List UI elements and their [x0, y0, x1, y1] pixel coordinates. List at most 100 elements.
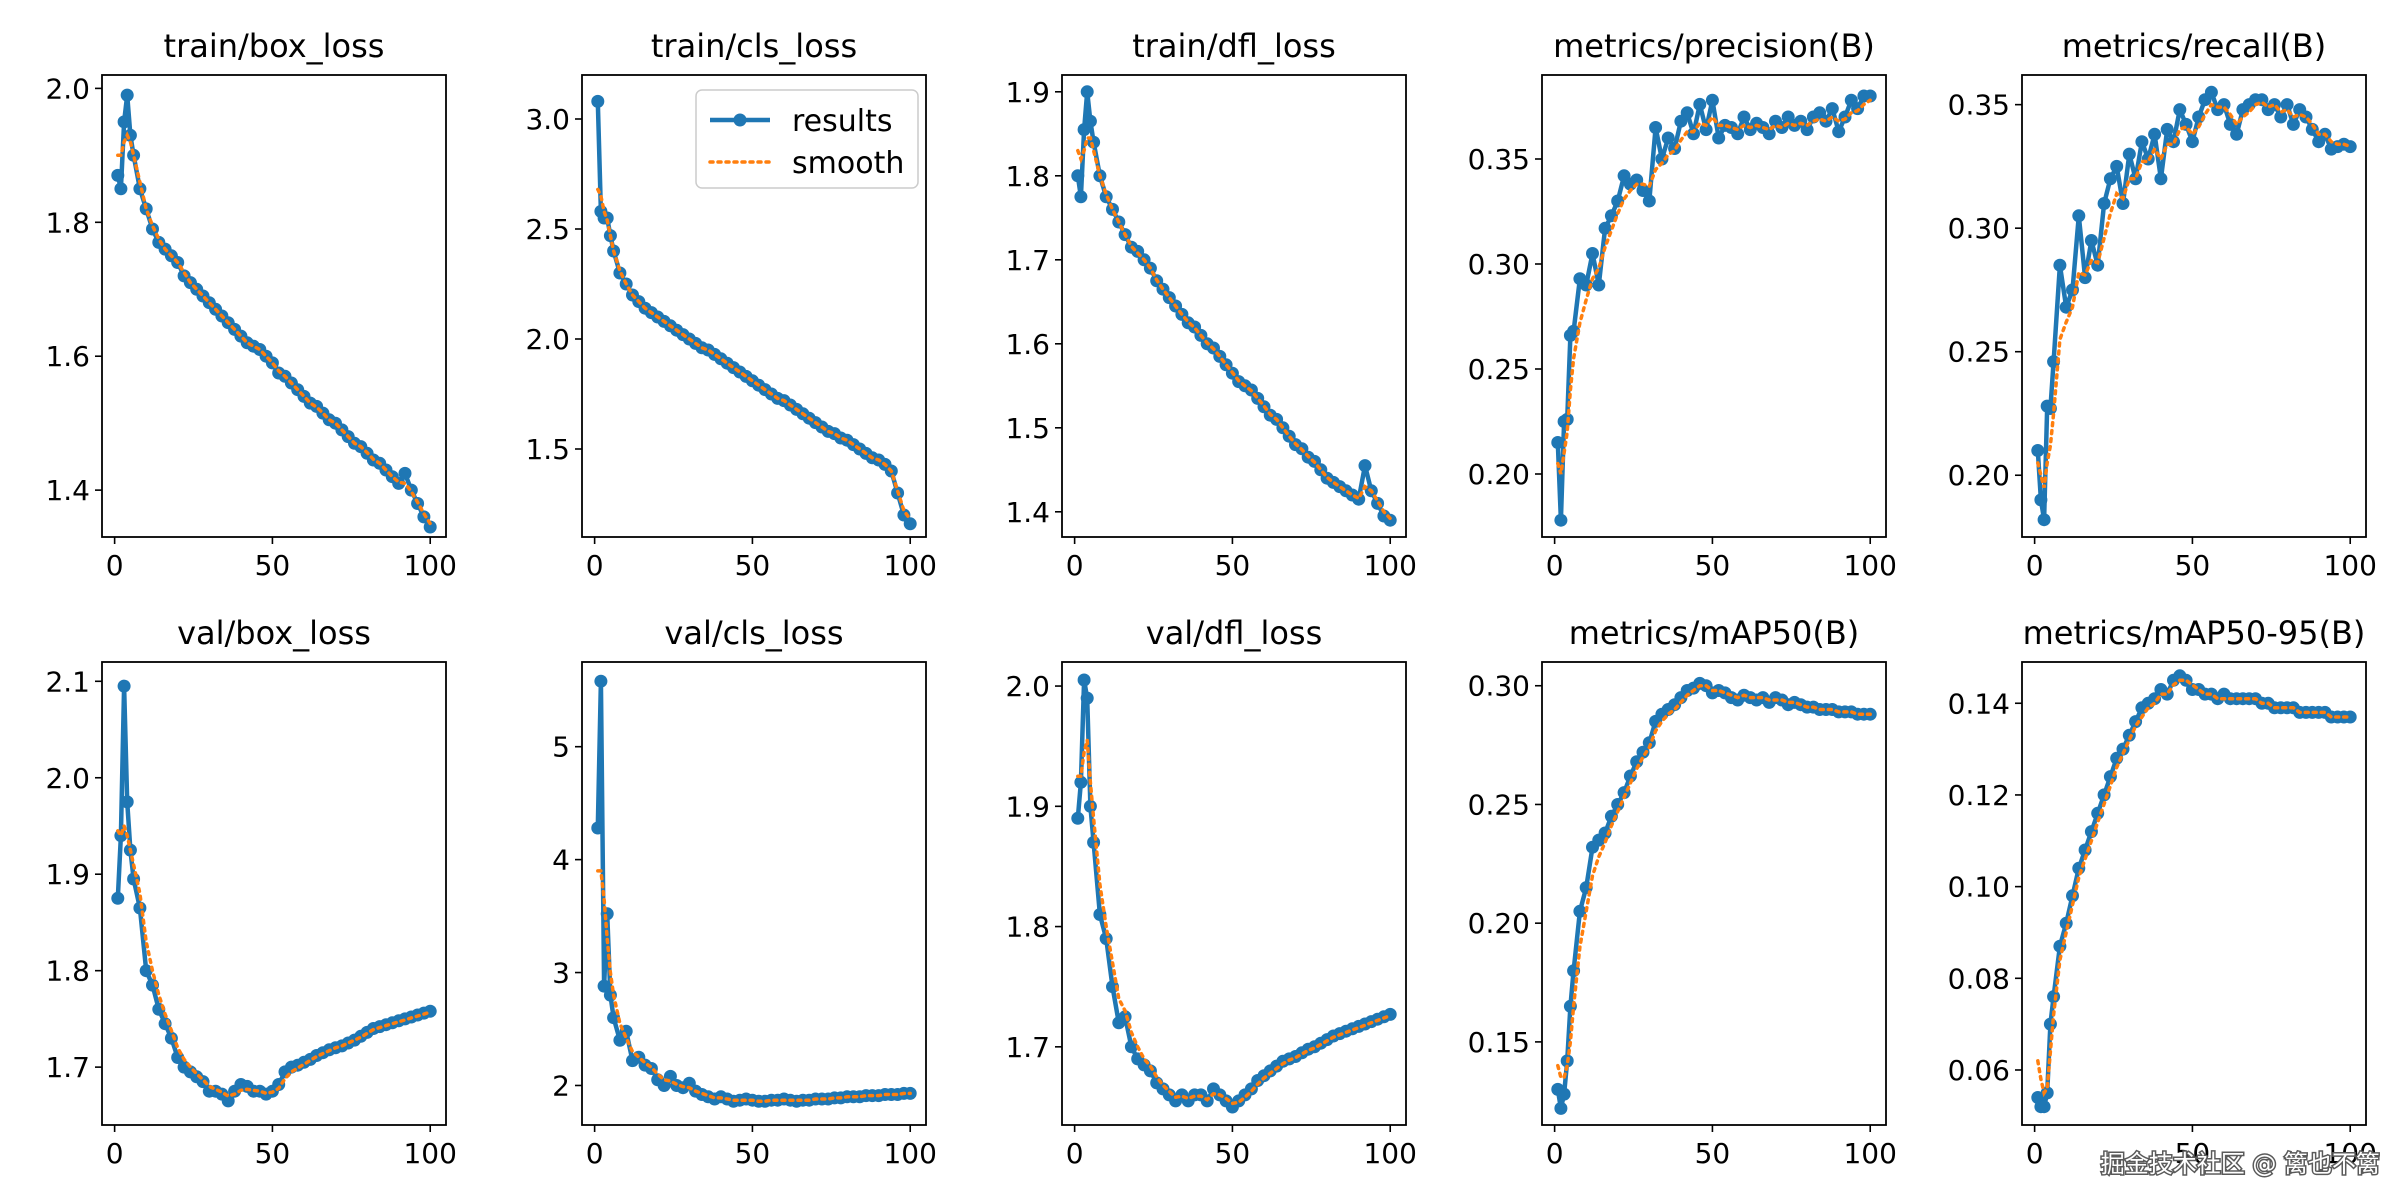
results-data-point — [1655, 152, 1669, 166]
results-data-point — [2037, 513, 2051, 527]
results-data-point — [1087, 835, 1101, 849]
plot-frame — [1061, 74, 1407, 538]
results-data-point — [594, 674, 608, 688]
y-tick-label: 0.20 — [1468, 458, 1530, 491]
y-tick-label: 4 — [552, 844, 570, 877]
subplot-train-box-loss: train/box_loss 0 50 100 1.4 1.6 1.8 2.0 — [45, 27, 456, 582]
results-data-point — [2110, 159, 2124, 173]
subplot-metrics-map50-b-: metrics/mAP50(B) 0 50 100 0.15 0.20 0.25 0.30 — [1468, 614, 1897, 1170]
x-tick-label: 100 — [403, 1137, 456, 1170]
x-tick-label: 50 — [2175, 1137, 2211, 1170]
y-tick-label: 0.06 — [1948, 1054, 2010, 1087]
results-data-point — [2343, 710, 2357, 724]
subplot-title: val/cls_loss — [664, 614, 843, 652]
results-data-point — [2103, 172, 2117, 186]
x-tick-label: 100 — [1843, 1137, 1896, 1170]
results-data-point — [111, 891, 125, 905]
x-tick-label: 50 — [735, 1137, 771, 1170]
plot-frame — [101, 661, 447, 1126]
x-tick-label: 0 — [586, 549, 604, 582]
results-data-point — [1124, 1040, 1138, 1054]
results-data-point — [2047, 990, 2061, 1004]
results-data-point — [2078, 271, 2092, 285]
smooth-series-line — [1076, 739, 1392, 1106]
y-tick-label: 2.0 — [45, 762, 90, 795]
y-tick-label: 1.9 — [1005, 76, 1050, 109]
y-tick-label: 1.7 — [1005, 1031, 1050, 1064]
x-tick-label: 100 — [2323, 1137, 2376, 1170]
results-data-point — [1800, 123, 1814, 137]
smooth-series-line — [116, 820, 432, 1099]
results-data-point — [1554, 513, 1568, 527]
subplot-train-dfl-loss: train/dfl_loss 0 50 100 1.4 1.5 1.6 1.7 1.8 1.9 — [1005, 27, 1416, 582]
legend-results-label: results — [792, 104, 893, 139]
x-tick-label: 100 — [403, 549, 456, 582]
results-data-point — [1106, 202, 1119, 216]
results-data-point — [2274, 110, 2288, 124]
results-data-point — [657, 1079, 671, 1092]
results-data-point — [111, 168, 125, 182]
x-tick-label: 0 — [586, 1137, 604, 1170]
results-data-point — [1649, 121, 1663, 134]
results-data-point — [2280, 98, 2294, 112]
subplot-train-cls-loss: train/cls_loss 0 50 100 1.5 2.0 2.5 3.0 results s… — [525, 27, 936, 582]
results-data-point — [613, 1033, 627, 1047]
x-tick-label: 50 — [1695, 549, 1731, 582]
results-data-point — [2122, 147, 2136, 161]
y-tick-label: 1.8 — [45, 955, 90, 988]
results-data-point — [2204, 85, 2218, 99]
results-data-point — [1832, 125, 1846, 139]
results-data-point — [2173, 103, 2187, 117]
subplot-title: metrics/mAP50-95(B) — [2023, 614, 2366, 652]
y-tick-label: 1.5 — [1005, 412, 1050, 445]
smooth-series-line — [1556, 683, 1872, 1080]
x-tick-label: 0 — [1546, 549, 1564, 582]
results-data-point — [2053, 258, 2067, 272]
y-tick-label: 2.0 — [1005, 670, 1050, 703]
results-data-point — [2034, 493, 2048, 507]
plot-frame — [581, 74, 927, 538]
subplot-title: metrics/recall(B) — [2062, 27, 2327, 65]
results-data-point — [2135, 135, 2149, 149]
results-data-point — [1557, 1087, 1571, 1101]
subplot-metrics-map50-95-b-: metrics/mAP50-95(B) 0 50 100 0.06 0.08 0.10 0.1… — [1948, 614, 2377, 1170]
subplot-val-box-loss: val/box_loss 0 50 100 1.7 1.8 1.9 2.0 2.1 — [45, 614, 456, 1170]
smooth-series-line — [1076, 136, 1392, 521]
subplot-metrics-recall-b-: metrics/recall(B) 0 50 100 0.20 0.25 0.30 0.35 — [1948, 27, 2377, 582]
results-data-point — [1630, 173, 1644, 187]
legend-smooth-label: smooth — [792, 146, 904, 181]
results-data-point — [1642, 194, 1656, 208]
results-data-point — [1825, 102, 1839, 116]
results-data-point — [221, 1094, 235, 1108]
chart-legend: results smooth — [695, 89, 919, 189]
x-tick-label: 100 — [2323, 549, 2376, 582]
x-tick-label: 50 — [2175, 549, 2211, 582]
subplot-title: val/box_loss — [177, 614, 371, 652]
results-data-point — [1551, 436, 1565, 449]
x-tick-label: 0 — [1546, 1137, 1564, 1170]
results-data-point — [1687, 127, 1700, 141]
x-tick-label: 50 — [1215, 549, 1251, 582]
y-tick-label: 1.7 — [45, 1051, 90, 1084]
results-data-point — [423, 1004, 437, 1018]
x-tick-label: 50 — [735, 549, 771, 582]
results-data-point — [1731, 127, 1745, 141]
y-tick-label: 0.30 — [1948, 212, 2010, 245]
y-tick-label: 0.30 — [1468, 670, 1530, 703]
plot-frame — [1541, 74, 1887, 538]
subplot-title: train/dfl_loss — [1132, 27, 1336, 65]
results-data-point — [1661, 131, 1675, 145]
y-tick-label: 0.30 — [1468, 248, 1530, 281]
subplot-title: metrics/precision(B) — [1553, 27, 1875, 65]
results-data-point — [2148, 692, 2162, 706]
results-data-point — [139, 964, 153, 978]
x-tick-label: 100 — [1363, 549, 1416, 582]
results-data-point — [127, 148, 141, 162]
y-tick-label: 3 — [552, 957, 570, 990]
x-tick-label: 100 — [1843, 549, 1896, 582]
results-data-point — [1712, 131, 1726, 145]
results-data-point — [398, 466, 412, 480]
plot-frame — [2021, 661, 2367, 1126]
results-data-point — [1083, 114, 1097, 128]
